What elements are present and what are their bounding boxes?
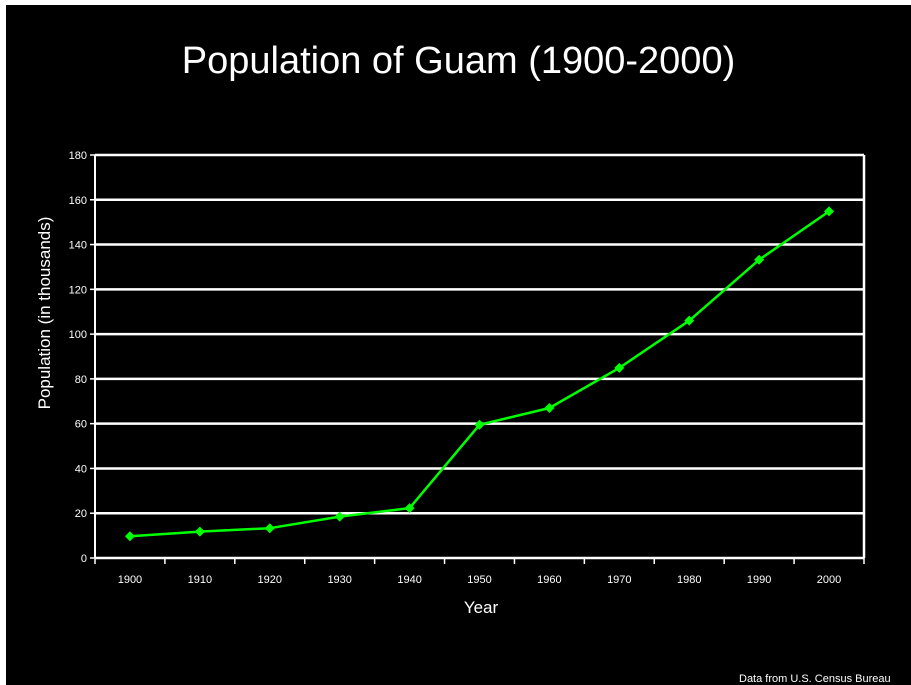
x-tick-labels: 1900 1910 1920 1930 1940 1950 1960 1970 1980 1990… — [118, 574, 842, 586]
data-point-1920 — [264, 523, 275, 534]
x-tick-label: 1920 — [258, 574, 282, 586]
data-point-1900 — [124, 531, 135, 542]
data-point-1960 — [544, 402, 555, 413]
y-tick-label: 40 — [75, 463, 87, 475]
data-point-1950 — [474, 419, 485, 430]
y-tick-label: 20 — [75, 508, 87, 520]
slide: Population of Guam (1900-2000) 0 20 40 60 80… — [6, 5, 911, 685]
x-tick-label: 1950 — [467, 574, 491, 586]
x-tick-label: 1990 — [747, 574, 771, 586]
data-point-1970 — [614, 362, 625, 373]
y-tick-label: 80 — [75, 374, 87, 386]
x-tick-label: 1960 — [537, 574, 561, 586]
data-point-1930 — [334, 511, 345, 522]
grid-lines — [95, 153, 864, 515]
y-tick-label: 0 — [81, 553, 87, 565]
chart-title: Population of Guam (1900-2000) — [181, 40, 736, 82]
x-tick-label: 1980 — [677, 574, 701, 586]
y-tick-label: 100 — [69, 329, 87, 341]
series-line — [129, 210, 830, 538]
y-tick-label: 120 — [69, 284, 87, 296]
y-tick-label: 180 — [69, 150, 87, 162]
y-tick-labels: 0 20 40 60 80 100 120 140 160 180 — [69, 150, 87, 565]
data-point-1940 — [404, 503, 415, 514]
x-tick-label: 1930 — [327, 574, 351, 586]
data-point-2000 — [824, 206, 835, 217]
data-point-1910 — [194, 526, 205, 537]
y-tick-label: 140 — [69, 240, 87, 252]
series-population — [124, 206, 835, 542]
axes — [90, 154, 866, 564]
x-tick-label: 1970 — [607, 574, 631, 586]
x-tick-label: 1900 — [118, 574, 142, 586]
line-chart: 0 20 40 60 80 100 120 140 160 180 1900 1910 1920 193… — [35, 150, 866, 617]
y-tick-label: 60 — [75, 419, 87, 431]
x-tick-label: 1940 — [397, 574, 421, 586]
data-point-1980 — [684, 315, 695, 326]
source-note: Data from U.S. Census Bureau — [739, 673, 891, 685]
y-axis-label: Population (in thousands) — [35, 217, 54, 410]
y-tick-label: 160 — [69, 195, 87, 207]
x-axis-label: Year — [464, 598, 499, 617]
data-point-1990 — [754, 254, 765, 265]
x-tick-label: 2000 — [817, 574, 841, 586]
x-tick-label: 1910 — [188, 574, 212, 586]
